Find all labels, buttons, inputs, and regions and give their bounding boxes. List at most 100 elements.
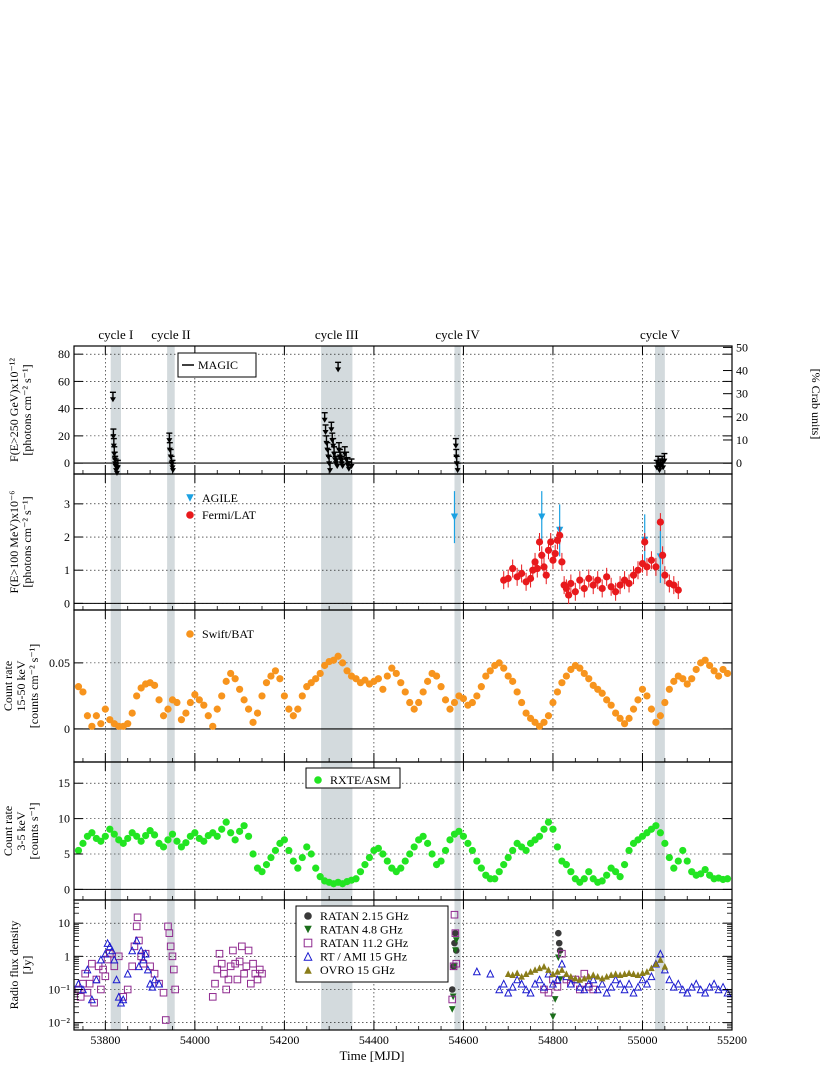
swift-bat-point-77: [419, 688, 427, 696]
magic-point-22: [327, 462, 334, 474]
ratan-11-2-ghz-point-60: [258, 969, 266, 978]
ovro-15-ghz-point-24: [612, 970, 619, 977]
ylabel-asm-line-1: 3-5 keV: [14, 811, 28, 850]
fermi-lat-point-46: [659, 551, 667, 559]
ratan-11-2-ghz-point-13: [103, 955, 112, 964]
ratan-11-2-ghz-point-20: [130, 942, 139, 951]
swift-bat-point-5: [97, 720, 105, 728]
ytick-right-label-0: 0: [736, 456, 742, 470]
swift-bat-point-96: [504, 672, 512, 680]
rxte-asm-point-8: [110, 830, 118, 838]
rt-ami-15-ghz-point-0: [74, 979, 83, 988]
ylabel-bat-line-0: Count rate: [1, 661, 15, 711]
fermi-lat-point-31: [598, 584, 606, 593]
swift-bat-point-125: [634, 696, 642, 704]
rxte-asm-point-100: [522, 846, 530, 855]
rxte-asm-point-79: [428, 850, 436, 858]
swift-bat-point-99: [518, 698, 526, 707]
ytick-label-2-magic: 40: [58, 402, 70, 416]
rt-ami-15-ghz-point-27: [472, 967, 481, 976]
ytick-label-4-magic: 80: [58, 347, 70, 361]
rt-ami-15-ghz-point-60: [633, 982, 643, 991]
ratan-4-8-ghz-point-4: [452, 937, 460, 944]
rxte-asm-point-62: [352, 875, 360, 883]
swift-bat-point-75: [410, 705, 418, 713]
rxte-asm-point-47: [285, 846, 293, 855]
rxte-asm-point-73: [401, 857, 409, 865]
swift-bat-point-43: [267, 672, 275, 680]
rxte-asm-point-109: [562, 861, 570, 869]
rt-ami-15-ghz-point-34: [517, 979, 526, 988]
ratan-11-2-ghz-point-47: [229, 946, 237, 955]
rxte-asm-point-15: [142, 832, 150, 840]
rxte-asm-point-1: [79, 839, 87, 847]
cycle-label-4: cycle IV: [435, 327, 480, 342]
ovro-15-ghz-point-35: [661, 963, 669, 970]
rt-ami-15-ghz-point-18: [134, 961, 144, 971]
rxte-asm-point-110: [567, 868, 575, 876]
swift-bat-point-83: [446, 705, 454, 713]
ratan-11-2-ghz-point-40: [213, 965, 222, 974]
swift-bat-point-82: [441, 696, 450, 704]
ratan-11-2-ghz-point-63: [450, 910, 459, 919]
ytick-label-3-magic: 60: [58, 374, 70, 388]
swift-bat-point-119: [607, 701, 615, 709]
ovro-15-ghz-point-23: [607, 971, 615, 978]
swift-bat-point-58: [334, 652, 342, 660]
swift-bat-point-145: [723, 669, 732, 678]
ovro-15-ghz-point-32: [648, 964, 655, 972]
ratan-11-2-ghz-point-50: [235, 957, 244, 966]
ratan-2-15-ghz-point-6: [555, 939, 563, 947]
grid-layer: [74, 346, 732, 1030]
rxte-asm-point-123: [625, 846, 633, 855]
swift-bat-point-41: [258, 692, 266, 700]
cycle-band-1-magic: [110, 346, 121, 474]
series-rt-ami-15-ghz: [74, 936, 732, 1007]
xtick-label-6: 55000: [627, 1033, 657, 1047]
swift-bat-point-49: [294, 705, 302, 713]
swift-bat-point-117: [598, 689, 606, 697]
rxte-asm-point-88: [468, 846, 476, 855]
swift-bat-point-47: [285, 705, 293, 713]
rt-ami-15-ghz-point-4: [92, 975, 101, 984]
cycle-band-4-radio: [454, 900, 461, 1030]
ytick-label-0-radio: 10⁻²: [48, 1016, 70, 1030]
ovro-15-ghz-point-33: [652, 960, 660, 967]
ytick-label-1-radio: 10⁻¹: [48, 982, 70, 996]
rt-ami-15-ghz-point-47: [575, 982, 584, 991]
swift-bat-point-90: [477, 683, 485, 691]
swift-bat-point-69: [383, 672, 391, 680]
ovro-15-ghz-point-25: [616, 971, 624, 978]
ytick-right-label-1: 10: [736, 433, 748, 447]
fermi-lat-point-47: [661, 571, 669, 579]
ytick-label-1-bat: 0.05: [49, 656, 70, 670]
rxte-asm-point-31: [213, 832, 221, 840]
fermi-lat-point-49: [670, 581, 678, 589]
swift-bat-point-138: [692, 665, 700, 674]
rxte-asm-point-122: [620, 861, 629, 869]
fermi-lat-point-20: [558, 558, 566, 566]
ylabel-magic-line-1: [photons cm⁻² s⁻¹]: [20, 364, 34, 455]
rxte-asm-point-103: [535, 832, 544, 840]
rxte-asm-point-19: [159, 843, 168, 851]
swift-bat-point-46: [280, 692, 288, 700]
ratan-11-2-ghz-point-34: [166, 942, 175, 951]
cycle-band-2-bat: [167, 610, 175, 762]
rxte-asm-point-38: [244, 832, 253, 840]
legend-box-asm: [305, 767, 401, 789]
swift-bat-point-22: [173, 698, 181, 707]
ratan-11-2-ghz-point-22: [133, 913, 142, 922]
rt-ami-15-ghz-point-36: [526, 988, 535, 997]
swift-bat-point-32: [218, 692, 226, 700]
cycle-band-2-gev: [167, 474, 175, 610]
xtick-label-1: 54000: [180, 1033, 210, 1047]
swift-bat-point-38: [244, 705, 253, 713]
ovro-15-ghz-point-4: [522, 970, 530, 977]
rxte-asm-point-134: [674, 857, 682, 865]
fermi-lat-point-38: [629, 571, 638, 579]
ratan-11-2-ghz-point-30: [159, 988, 168, 997]
ovro-15-ghz-point-0: [504, 970, 512, 977]
rt-ami-15-ghz-point-28: [486, 969, 495, 978]
rxte-asm-point-133: [670, 864, 678, 872]
